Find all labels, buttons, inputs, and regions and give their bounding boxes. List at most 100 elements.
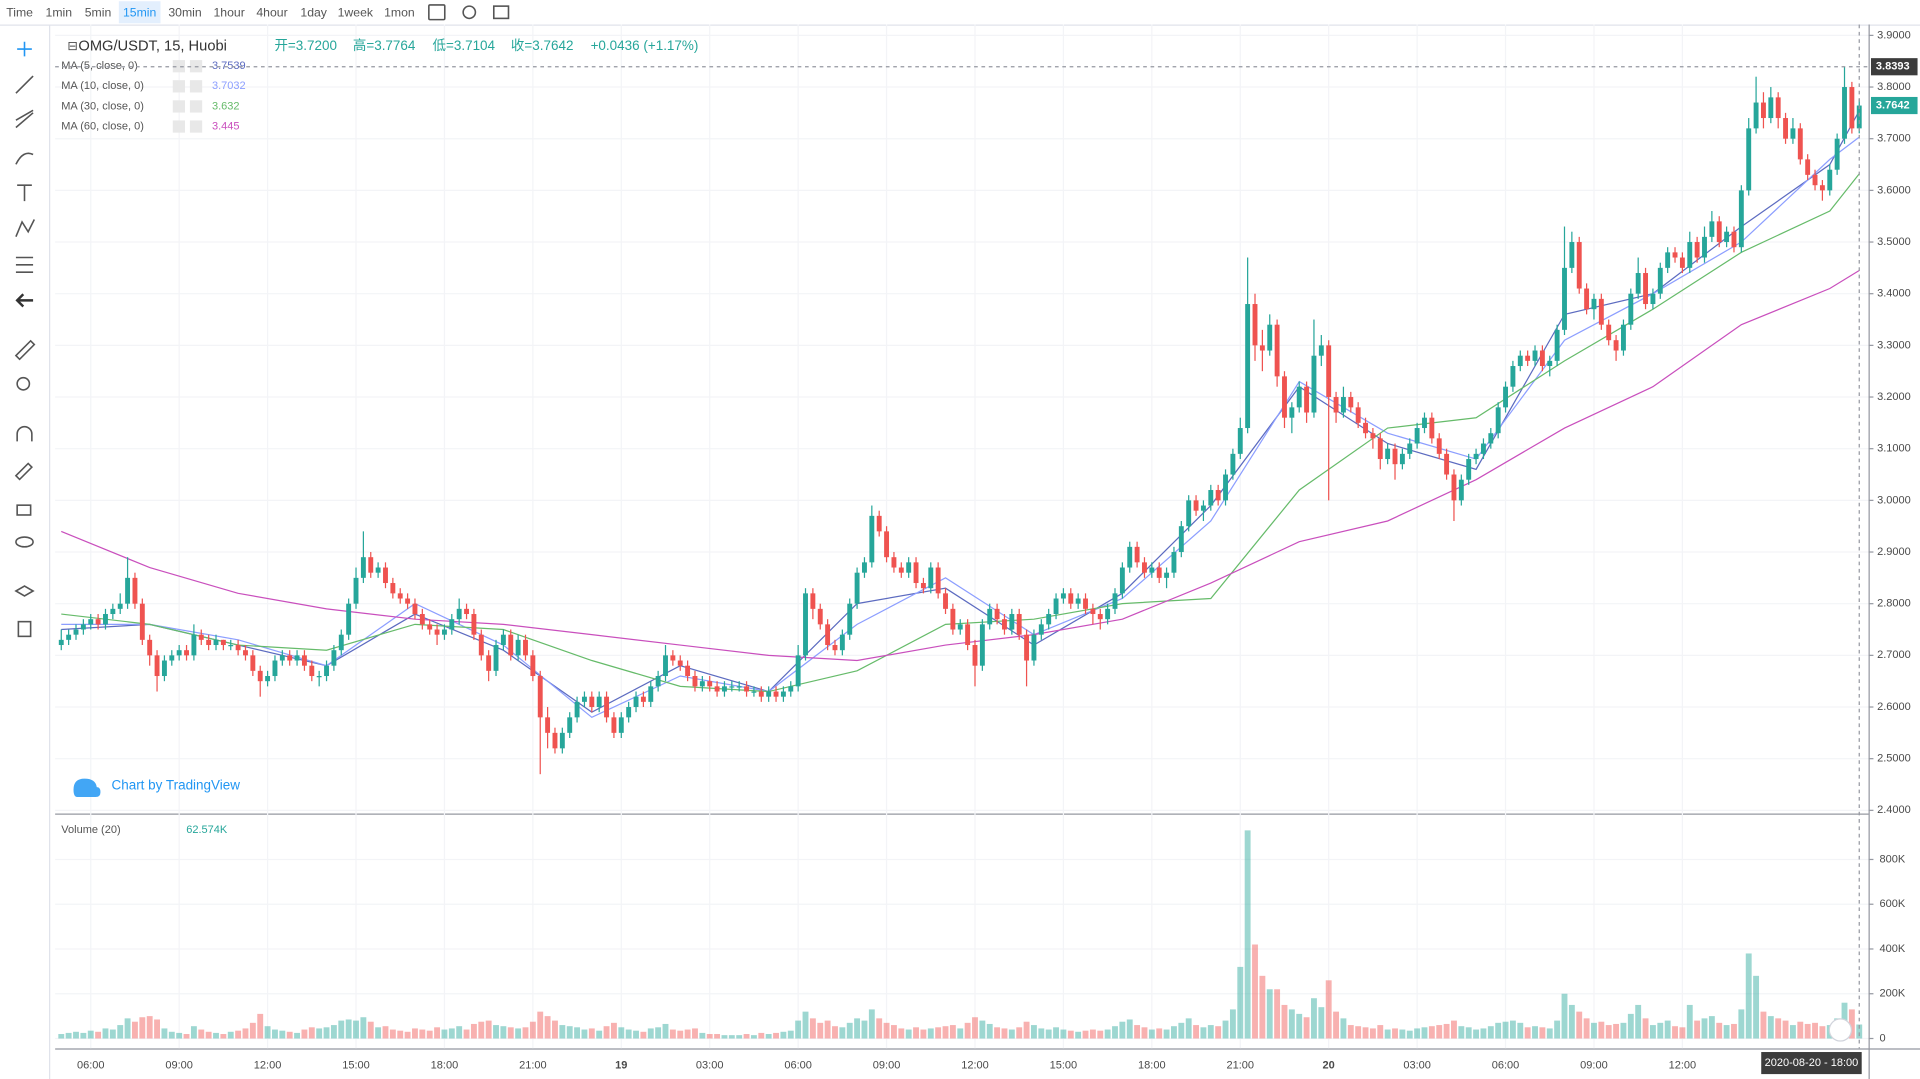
candle-body <box>235 645 241 651</box>
interval-button[interactable]: 5min <box>85 6 112 20</box>
candle-body <box>456 608 462 620</box>
volume-bar <box>957 1028 964 1039</box>
volume-bar <box>257 1013 264 1039</box>
candle-body <box>471 614 477 635</box>
candle-body <box>1318 345 1324 356</box>
ruler-tool[interactable] <box>14 339 36 361</box>
volume-bar <box>1848 1009 1855 1039</box>
lock-tool[interactable] <box>16 504 32 516</box>
candle-body <box>95 619 101 625</box>
volume-bar <box>146 1016 153 1039</box>
interval-button[interactable]: 1min <box>46 6 73 20</box>
candle-body <box>1738 190 1744 248</box>
interval-button[interactable]: Time <box>6 6 33 20</box>
interval-button[interactable]: 30min <box>168 6 202 20</box>
chart-type-icon[interactable] <box>428 4 446 21</box>
candle-body <box>1083 598 1088 609</box>
volume-bar <box>773 1032 779 1039</box>
delete-tool[interactable] <box>17 620 32 638</box>
candle-body <box>1230 453 1236 475</box>
indicator-remove[interactable] <box>189 120 203 133</box>
volume-bar <box>176 1032 183 1039</box>
candle-body <box>110 608 116 615</box>
volume-bar <box>714 1034 721 1039</box>
volume-bar <box>448 1028 455 1039</box>
interval-button[interactable]: 4hour <box>256 6 287 20</box>
volume-bar <box>972 1017 978 1039</box>
x-tick-label: 18:00 <box>1138 1059 1166 1071</box>
settings-icon[interactable] <box>462 5 477 20</box>
candle-body <box>1112 593 1118 609</box>
volume-bar <box>1819 1026 1826 1039</box>
interval-button[interactable]: 1mon <box>384 6 415 20</box>
magnet-tool[interactable] <box>16 425 33 442</box>
indicator-settings[interactable] <box>172 120 186 133</box>
candle-body <box>1539 350 1545 367</box>
fib-tool[interactable] <box>15 109 34 129</box>
candle-body <box>272 660 278 677</box>
volume-bar <box>692 1028 698 1039</box>
candle-body <box>1635 273 1641 294</box>
candle-body <box>250 655 256 671</box>
candle-body <box>1097 614 1103 620</box>
interval-button[interactable]: 1week <box>338 6 374 20</box>
volume-bar <box>883 1022 890 1039</box>
crosshair-tool[interactable] <box>17 41 32 57</box>
volume-bar <box>515 1028 522 1039</box>
volume-bar <box>1369 1028 1376 1039</box>
interval-button[interactable]: 1day <box>300 6 327 20</box>
volume-bar <box>1031 1025 1037 1039</box>
back-tool[interactable] <box>15 293 34 308</box>
candle-body <box>1643 273 1649 305</box>
indicator-settings[interactable] <box>172 80 186 93</box>
volume-bar <box>1053 1027 1059 1039</box>
brush-tool[interactable] <box>15 152 34 165</box>
candle-body <box>795 655 801 687</box>
volume-bar <box>1259 975 1266 1039</box>
volume-bar <box>581 1029 588 1039</box>
volume-bar <box>913 1027 919 1039</box>
text-tool[interactable] <box>17 184 32 202</box>
visibility-tool[interactable] <box>15 536 34 548</box>
pattern-tool[interactable] <box>15 219 36 237</box>
layers-tool[interactable] <box>14 585 35 597</box>
collapse-icon[interactable]: ⊟ <box>67 39 77 53</box>
snapshot-icon[interactable] <box>492 5 510 20</box>
trend-line-tool[interactable] <box>15 75 34 94</box>
candle-body <box>228 645 234 647</box>
indicator-remove[interactable] <box>189 80 203 93</box>
volume-bar <box>65 1032 72 1039</box>
x-tick-label: 06:00 <box>784 1059 812 1071</box>
candle-body <box>640 696 646 702</box>
volume-bar <box>249 1022 256 1039</box>
volume-bar <box>1517 1022 1524 1039</box>
volume-bar <box>1694 1020 1701 1039</box>
interval-button[interactable]: 1hour <box>213 6 244 20</box>
candle-body <box>1694 242 1700 258</box>
volume-bar <box>1377 1025 1384 1039</box>
candle-body <box>1628 293 1634 325</box>
candle-body <box>1208 490 1214 506</box>
indicator-settings[interactable] <box>172 60 186 73</box>
volume-bar <box>242 1028 249 1039</box>
volume-bar <box>1789 1025 1796 1039</box>
lock-draw-tool[interactable] <box>14 462 33 481</box>
candle-body <box>1259 345 1265 351</box>
indicator-remove[interactable] <box>189 100 203 113</box>
prediction-tool[interactable] <box>15 256 34 273</box>
candle-body <box>1171 552 1177 573</box>
candle-body <box>1399 453 1405 465</box>
candle-body <box>1134 546 1140 563</box>
indicator-settings[interactable] <box>172 100 186 113</box>
interval-button[interactable]: 15min <box>123 6 157 20</box>
volume-bar <box>1627 1013 1634 1039</box>
candle-body <box>1613 340 1619 351</box>
watermark[interactable]: Chart by TradingView <box>111 778 240 793</box>
scroll-button[interactable] <box>1828 1018 1852 1042</box>
candle-body <box>184 650 189 656</box>
volume-bar <box>920 1029 927 1039</box>
volume-bar <box>1067 1030 1074 1039</box>
zoom-tool[interactable] <box>16 376 31 391</box>
candle-body <box>58 639 64 646</box>
